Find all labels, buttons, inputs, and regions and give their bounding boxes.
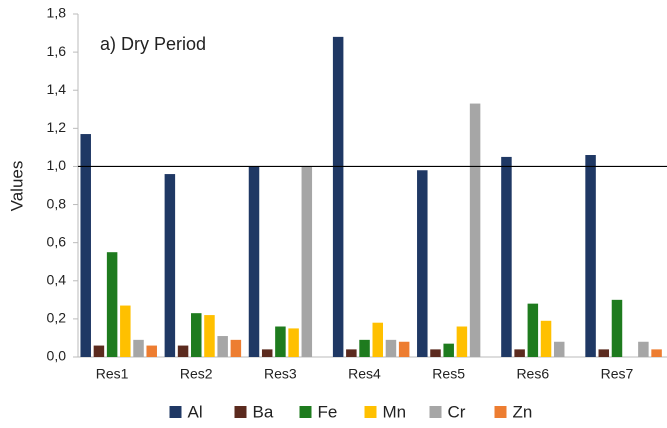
x-tick-label: Res2 xyxy=(180,366,213,382)
bar xyxy=(120,305,131,357)
legend-swatch xyxy=(234,406,247,418)
x-tick-label: Res1 xyxy=(96,366,129,382)
bar xyxy=(359,339,370,357)
legend-label: Cr xyxy=(448,402,466,421)
legend-label: Mn xyxy=(383,402,407,421)
bar xyxy=(514,349,525,357)
y-tick-label: 0,0 xyxy=(47,348,67,364)
bar xyxy=(133,339,144,357)
bar xyxy=(540,320,552,357)
y-tick-label: 0,4 xyxy=(47,271,67,287)
bar xyxy=(217,336,228,357)
bar xyxy=(585,155,596,357)
bar xyxy=(275,326,286,357)
legend-swatch xyxy=(429,406,442,418)
bar xyxy=(346,349,357,357)
bar xyxy=(611,299,623,357)
bar xyxy=(177,345,189,357)
bar xyxy=(164,174,176,357)
x-tick-label: Res3 xyxy=(264,366,297,382)
bar xyxy=(204,315,215,357)
legend-swatch xyxy=(494,406,507,418)
bar xyxy=(248,166,260,357)
legend-label: Zn xyxy=(513,402,533,421)
legend-label: Fe xyxy=(318,402,338,421)
bar xyxy=(456,326,468,357)
x-tick-label: Res6 xyxy=(516,366,549,382)
bar xyxy=(230,339,242,357)
bar xyxy=(501,156,512,357)
bar xyxy=(638,341,649,357)
y-tick-label: 1,2 xyxy=(47,119,67,135)
bar xyxy=(93,345,105,357)
legend-label: Ba xyxy=(253,402,274,421)
bar xyxy=(385,339,397,357)
bar xyxy=(372,322,383,357)
x-tick-label: Res5 xyxy=(432,366,465,382)
y-tick-label: 1,0 xyxy=(47,157,67,173)
bar xyxy=(80,134,91,357)
bar xyxy=(443,343,454,357)
bar xyxy=(398,341,410,357)
bar xyxy=(651,349,662,357)
legend-swatch xyxy=(364,406,377,418)
bar xyxy=(146,345,157,357)
bar xyxy=(332,36,344,357)
legend-label: Al xyxy=(188,402,203,421)
y-tick-label: 0,6 xyxy=(47,233,67,249)
bar xyxy=(527,303,539,357)
bar xyxy=(417,170,428,357)
bar xyxy=(469,103,481,357)
bar xyxy=(553,341,565,357)
y-tick-label: 1,8 xyxy=(47,5,67,21)
y-tick-label: 1,6 xyxy=(47,43,67,59)
y-tick-label: 0,2 xyxy=(47,310,67,326)
bar xyxy=(430,349,441,357)
legend-swatch xyxy=(169,406,182,418)
bar xyxy=(598,349,610,357)
bar xyxy=(191,313,202,357)
annotation: a) Dry Period xyxy=(100,34,206,54)
x-tick-label: Res7 xyxy=(601,366,634,382)
x-tick-label: Res4 xyxy=(348,366,381,382)
legend-swatch xyxy=(299,406,312,418)
bar xyxy=(301,166,313,357)
bar xyxy=(261,349,273,357)
bar xyxy=(106,252,118,357)
y-tick-label: 0,8 xyxy=(47,195,67,211)
y-axis-label: Values xyxy=(7,161,26,212)
y-tick-label: 1,4 xyxy=(47,81,67,97)
bar xyxy=(288,328,299,357)
